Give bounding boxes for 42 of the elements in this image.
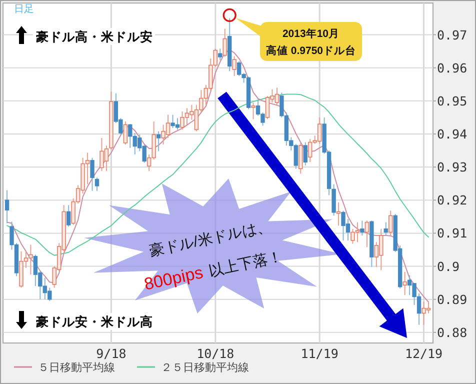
annotation: 豪ドル安・米ドル高 bbox=[35, 314, 153, 329]
candlestick bbox=[66, 204, 71, 228]
candlestick bbox=[222, 28, 227, 58]
y-tick-label: 0.92 bbox=[437, 192, 468, 208]
candlestick bbox=[298, 142, 303, 174]
candlestick bbox=[332, 184, 336, 216]
candlestick bbox=[364, 220, 370, 248]
candlestick bbox=[90, 157, 94, 192]
candlestick bbox=[360, 220, 364, 236]
x-tick-label: 9/18 bbox=[96, 346, 126, 361]
y-tick-label: 0.9 bbox=[437, 258, 460, 274]
candlestick bbox=[303, 142, 308, 166]
annotation: 以上下落！ bbox=[207, 248, 284, 280]
y-tick-label: 0.94 bbox=[437, 126, 468, 142]
candlestick bbox=[218, 48, 222, 61]
legend-label: ５日移動平均線 bbox=[38, 362, 115, 374]
y-tick-label: 0.89 bbox=[437, 292, 468, 307]
candlestick bbox=[251, 102, 256, 120]
y-tick-label: 0.97 bbox=[437, 27, 468, 42]
candlestick bbox=[388, 210, 393, 236]
candlestick bbox=[94, 177, 100, 192]
candlestick bbox=[4, 190, 10, 224]
annotation: 豪ドル高・米ドル安 bbox=[35, 29, 153, 44]
annotation: 高値 0.9750ドル台 bbox=[266, 44, 356, 57]
candlestick bbox=[123, 120, 128, 146]
candlestick bbox=[402, 271, 407, 296]
annotation: 2013年10月 bbox=[282, 27, 340, 40]
annotation: 日足 bbox=[14, 4, 34, 15]
candlestick bbox=[232, 56, 236, 77]
candlestick bbox=[156, 130, 161, 152]
y-tick-label: 0.95 bbox=[437, 93, 468, 108]
y-tick-label: 0.93 bbox=[437, 160, 468, 175]
x-tick-label: 10/18 bbox=[196, 346, 234, 361]
candlestick bbox=[336, 202, 341, 226]
x-tick-label: 12/19 bbox=[404, 346, 443, 361]
y-tick-label: 0.91 bbox=[437, 226, 468, 241]
x-tick-label: 11/19 bbox=[300, 346, 338, 361]
y-tick-label: 0.88 bbox=[437, 324, 468, 340]
annotation: 800pips bbox=[142, 262, 205, 294]
candlestick bbox=[384, 222, 388, 236]
legend-label: ２５日移動平均線 bbox=[161, 362, 249, 374]
y-tick-label: 0.96 bbox=[437, 60, 468, 76]
